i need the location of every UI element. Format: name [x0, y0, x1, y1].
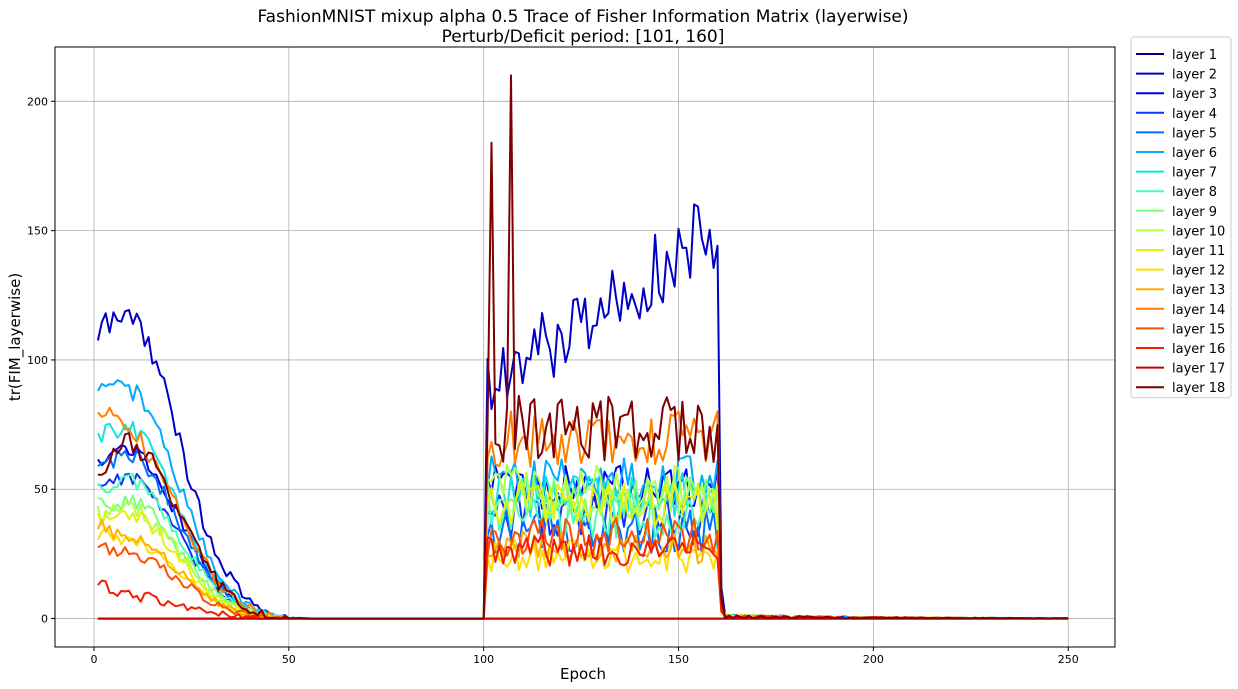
- y-axis-label: tr(FIM_layerwise): [6, 273, 25, 401]
- x-tick-label: 0: [90, 653, 97, 666]
- legend-entry: layer 14: [1172, 303, 1225, 318]
- x-tick-label: 250: [1058, 653, 1079, 666]
- y-tick-label: 50: [34, 483, 48, 496]
- y-tick-label: 200: [27, 95, 48, 108]
- y-tick-label: 0: [41, 613, 48, 626]
- legend-entry: layer 18: [1172, 381, 1225, 396]
- legend-entry: layer 16: [1172, 342, 1225, 357]
- legend-entry: layer 5: [1172, 126, 1217, 141]
- legend-entry: layer 8: [1172, 185, 1217, 200]
- y-tick-label: 100: [27, 354, 48, 367]
- legend-entry: layer 12: [1172, 264, 1225, 279]
- chart-title: FashionMNIST mixup alpha 0.5 Trace of Fi…: [257, 7, 908, 27]
- legend: layer 1 layer 2 layer 3 layer 4 layer 5 layer…: [1130, 36, 1232, 399]
- axis-ticks: 0 50 100 150 200 250 0 50 100 150 200: [27, 95, 1079, 666]
- x-tick-label: 100: [473, 653, 494, 666]
- y-tick-label: 150: [27, 225, 48, 238]
- legend-entry: layer 4: [1172, 107, 1217, 122]
- series-line-18: [97, 74, 1069, 620]
- legend-entry: layer 6: [1172, 146, 1217, 161]
- x-tick-label: 50: [282, 653, 296, 666]
- legend-entry: layer 11: [1172, 244, 1225, 259]
- x-tick-label: 200: [863, 653, 884, 666]
- legend-entry: layer 10: [1172, 224, 1225, 239]
- legend-entry: layer 15: [1172, 322, 1225, 337]
- series-line-6: [97, 379, 1069, 620]
- legend-entry: layer 2: [1172, 68, 1217, 83]
- x-axis-label: Epoch: [560, 665, 606, 683]
- x-tick-label: 150: [668, 653, 689, 666]
- legend-entry: layer 3: [1172, 87, 1217, 102]
- legend-entry: layer 17: [1172, 362, 1225, 377]
- legend-entry: layer 13: [1172, 283, 1225, 298]
- series-line-2: [96, 203, 1069, 620]
- legend-entry: layer 9: [1172, 205, 1217, 220]
- chart-subtitle: Perturb/Deficit period: [101, 160]: [442, 27, 725, 47]
- plot-frame: [54, 46, 1116, 648]
- legend-frame: [1130, 36, 1232, 399]
- legend-entry: layer 7: [1172, 166, 1217, 181]
- series-lines: [96, 74, 1069, 620]
- legend-entry: layer 1: [1172, 48, 1217, 63]
